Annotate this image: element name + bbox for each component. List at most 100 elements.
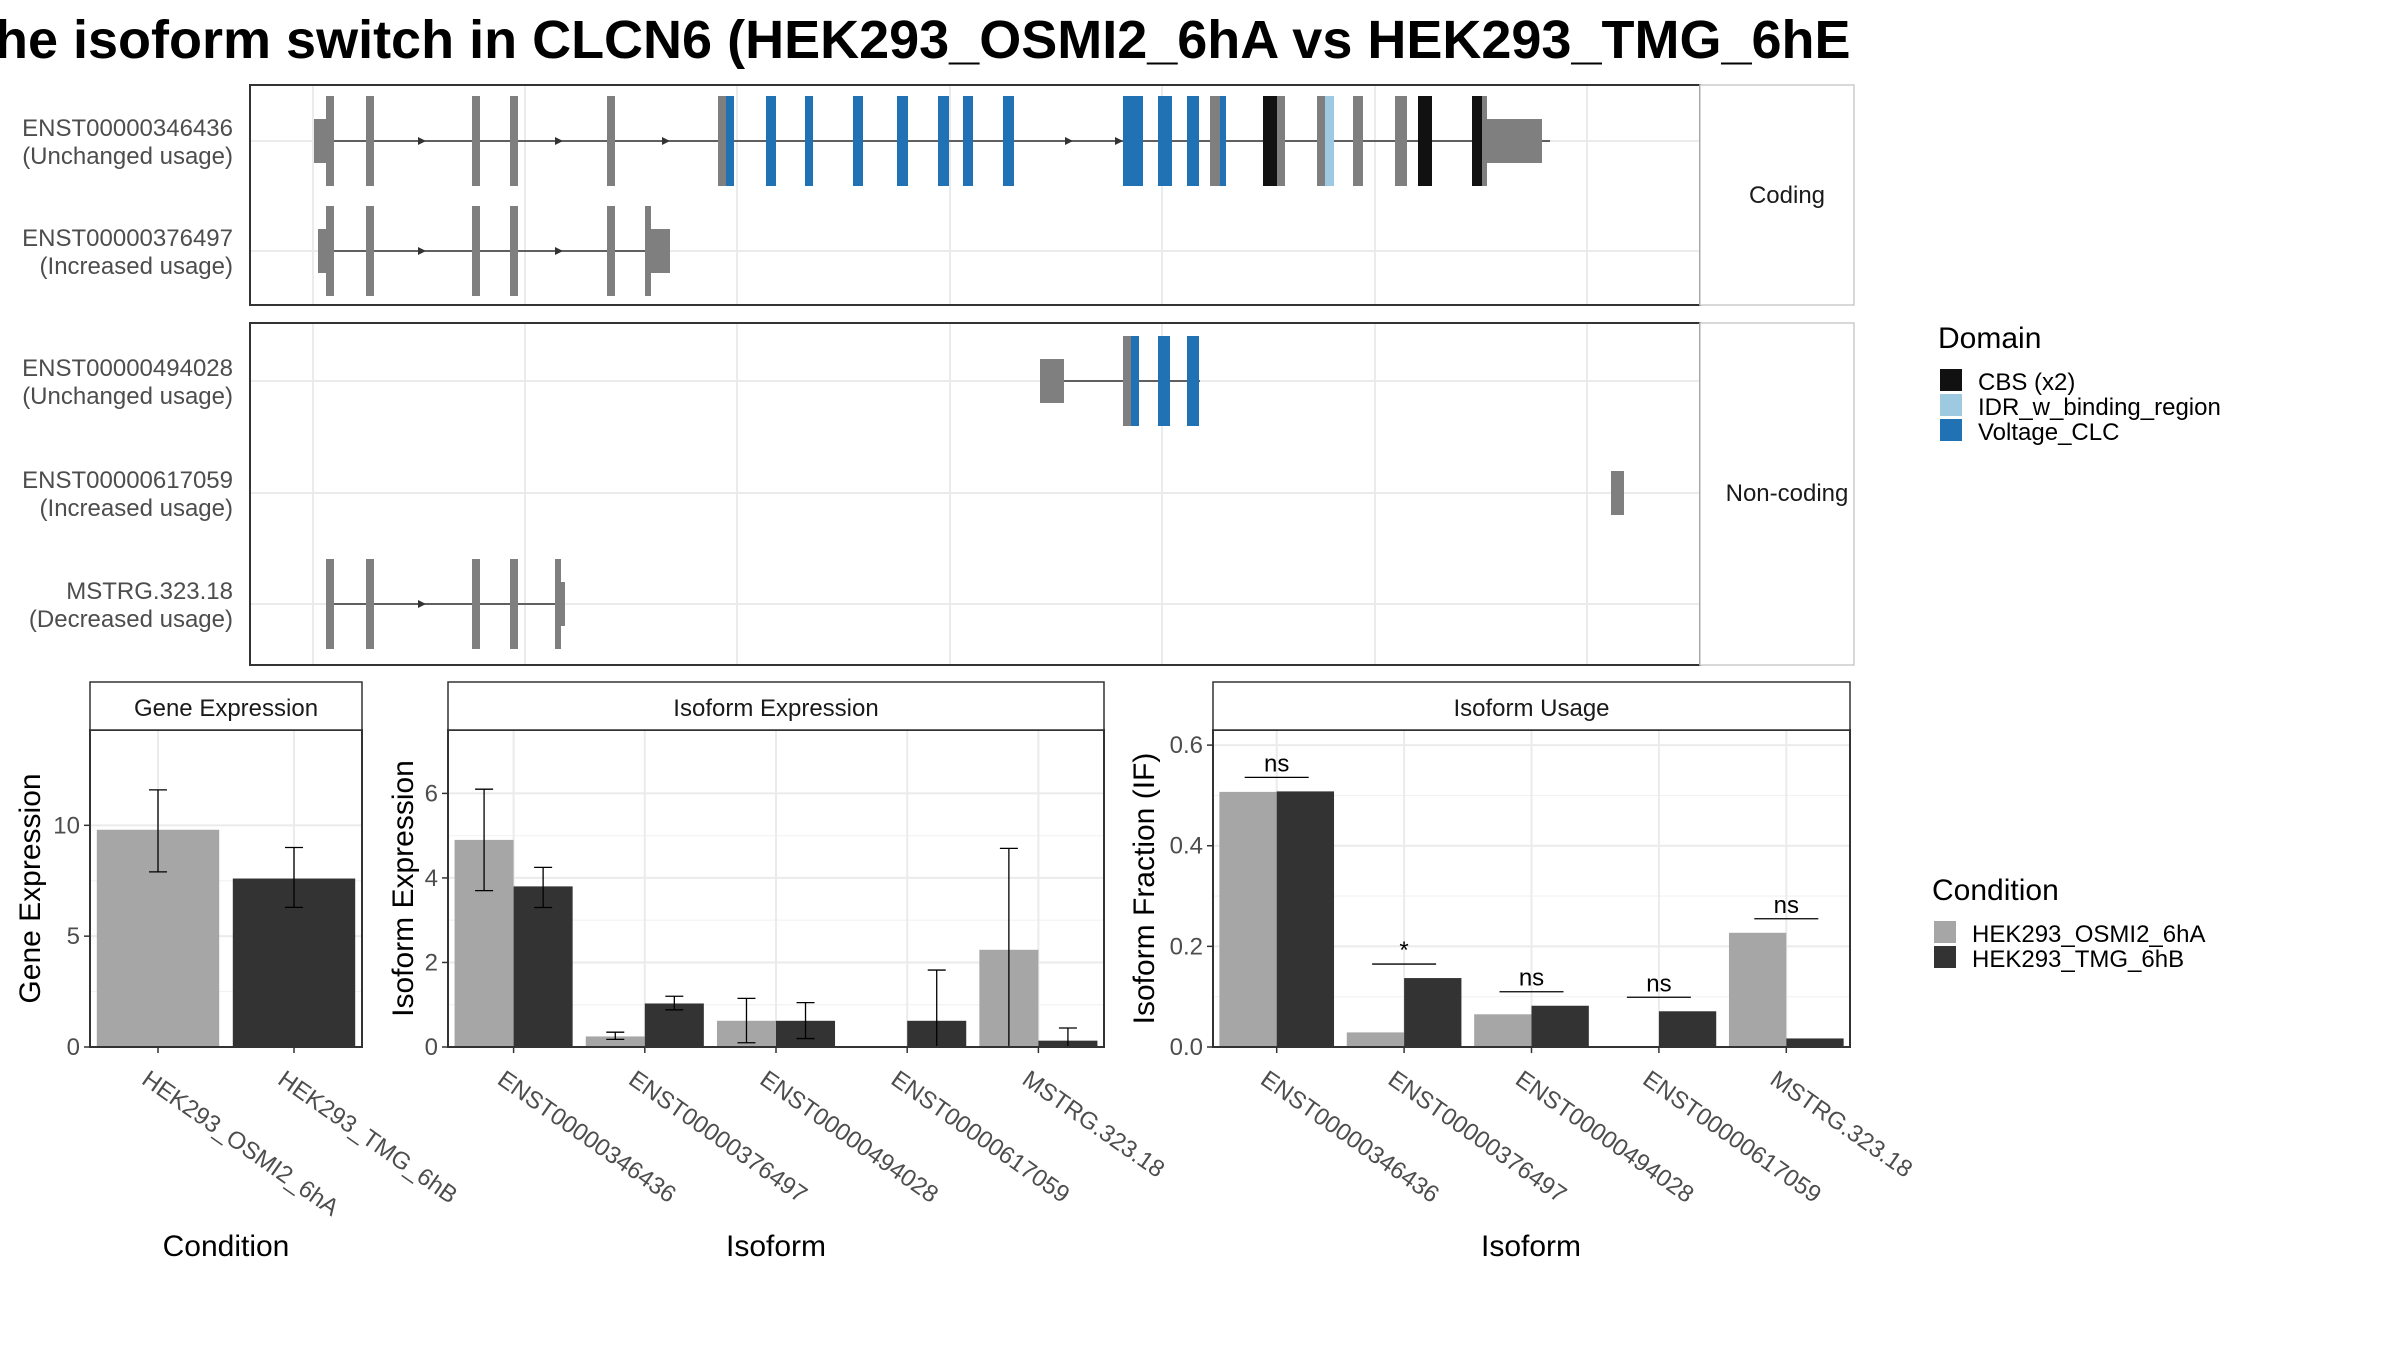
y-tick-label: 10 — [53, 812, 80, 839]
y-tick-label: 0.6 — [1170, 732, 1203, 759]
exon — [472, 559, 480, 649]
exon — [314, 119, 326, 163]
bar-ENST00000376497-1 — [1404, 978, 1462, 1047]
panel-title: Isoform Expression — [673, 695, 878, 722]
exon — [326, 559, 334, 649]
bar-ENST00000376497-0 — [1346, 1032, 1405, 1047]
voltage-clc-legend-label: Voltage_CLC — [1978, 419, 2119, 446]
significance-label: ns — [1646, 970, 1671, 997]
idr-legend-label: IDR_w_binding_region — [1978, 394, 2221, 421]
idr-legend-key — [1940, 394, 1962, 416]
voltage-clc-domain — [963, 96, 973, 186]
exon — [561, 582, 565, 626]
transcript-id-label: ENST00000346436 — [22, 115, 233, 142]
transcript-id-label: ENST00000617059 — [22, 467, 233, 494]
exon — [607, 96, 615, 186]
voltage-clc-domain — [853, 96, 863, 186]
exon — [1487, 119, 1542, 163]
figure-title: he isoform switch in CLCN6 (HEK293_OSMI2… — [0, 10, 1851, 70]
strand-arrow — [555, 137, 563, 145]
transcript-id-label: ENST00000376497 — [22, 225, 233, 252]
y-axis-title: Isoform Fraction (IF) — [1128, 753, 1161, 1025]
bar-MSTRG.323.18-1 — [1786, 1038, 1844, 1047]
exon — [472, 96, 480, 186]
y-axis-title: Gene Expression — [14, 773, 47, 1003]
transcript-MSTRG.323.18 — [326, 559, 565, 649]
voltage-clc-domain — [1187, 336, 1199, 426]
significance-label: ns — [1519, 965, 1544, 992]
exon — [318, 229, 326, 273]
bar-MSTRG.323.18-0 — [1728, 932, 1787, 1047]
noncoding-strip-label: Non-coding — [1726, 480, 1849, 507]
coding-strip-label: Coding — [1749, 182, 1825, 209]
voltage-clc-domain — [1131, 336, 1139, 426]
y-axis-title: Isoform Expression — [387, 760, 420, 1017]
exon — [1482, 96, 1487, 186]
transcript-ENST00000346436 — [314, 96, 1550, 186]
exon — [510, 206, 518, 296]
y-tick-label: 0.0 — [1170, 1034, 1203, 1061]
cond2-legend-label: HEK293_TMG_6hB — [1972, 946, 2184, 973]
exon — [718, 96, 726, 186]
strand-arrow — [418, 137, 426, 145]
voltage-clc-domain — [1187, 96, 1199, 186]
x-axis-title: Isoform — [1481, 1230, 1581, 1263]
bar-ENST00000346436-1 — [1276, 791, 1335, 1047]
exon — [366, 206, 374, 296]
transcript-id-label: MSTRG.323.18 — [66, 578, 233, 605]
cbs-domain — [1472, 96, 1482, 186]
exon — [645, 206, 651, 296]
exon — [1040, 359, 1064, 403]
voltage-clc-domain — [766, 96, 776, 186]
y-tick-label: 6 — [425, 780, 438, 807]
y-tick-label: 4 — [425, 865, 438, 892]
voltage-clc-legend-key — [1940, 419, 1962, 441]
voltage-clc-domain — [1158, 96, 1172, 186]
strand-arrow — [1065, 137, 1073, 145]
exon — [607, 206, 615, 296]
y-tick-label: 0.2 — [1170, 933, 1203, 960]
transcript-structure-panel — [249, 84, 1855, 666]
panel-strip — [89, 681, 363, 731]
significance-label: ns — [1264, 750, 1289, 777]
exon — [555, 559, 561, 649]
bar-ENST00000617059-1 — [1658, 1011, 1717, 1047]
y-tick-label: 0 — [425, 1034, 438, 1061]
cbs-legend-key — [1940, 369, 1962, 391]
cond2-legend-key — [1934, 946, 1956, 968]
exon — [326, 96, 334, 186]
condition-legend: Condition HEK293_OSMI2_6hA HEK293_TMG_6h… — [1932, 874, 2205, 973]
transcript-id-label: ENST00000494028 — [22, 355, 233, 382]
transcript-usage-label: (Increased usage) — [40, 253, 233, 280]
transcript-strip-box — [1699, 84, 1855, 306]
transcript-usage-label: (Increased usage) — [40, 495, 233, 522]
voltage-clc-domain — [1158, 336, 1170, 426]
voltage-clc-domain — [897, 96, 908, 186]
voltage-clc-domain — [805, 96, 813, 186]
y-tick-label: 2 — [425, 949, 438, 976]
exon — [366, 96, 374, 186]
transcript-panel-bg — [250, 85, 1700, 305]
cond1-legend-label: HEK293_OSMI2_6hA — [1972, 921, 2205, 948]
strand-arrow — [1115, 137, 1123, 145]
transcript-ENST00000494028 — [1040, 336, 1200, 426]
exon — [326, 206, 334, 296]
condition-legend-title: Condition — [1932, 874, 2059, 907]
domain-legend: Domain CBS (x2) IDR_w_binding_region Vol… — [1938, 322, 2221, 446]
voltage-clc-domain — [1123, 96, 1143, 186]
exon — [1277, 96, 1285, 186]
significance-label: * — [1399, 937, 1408, 964]
voltage-clc-domain — [1220, 96, 1226, 186]
transcript-ENST00000617059 — [1611, 471, 1624, 515]
bar-ENST00000376497-0 — [585, 1036, 645, 1047]
exon — [1317, 96, 1325, 186]
bar-ENST00000494028-1 — [1531, 1005, 1589, 1047]
panel-title: Gene Expression — [134, 695, 318, 722]
idr-domain — [1325, 96, 1334, 186]
transcript-usage-label: (Decreased usage) — [29, 606, 233, 633]
exon — [510, 96, 518, 186]
y-tick-label: 5 — [67, 923, 80, 950]
panel-strip — [1212, 681, 1851, 731]
exon — [366, 559, 374, 649]
